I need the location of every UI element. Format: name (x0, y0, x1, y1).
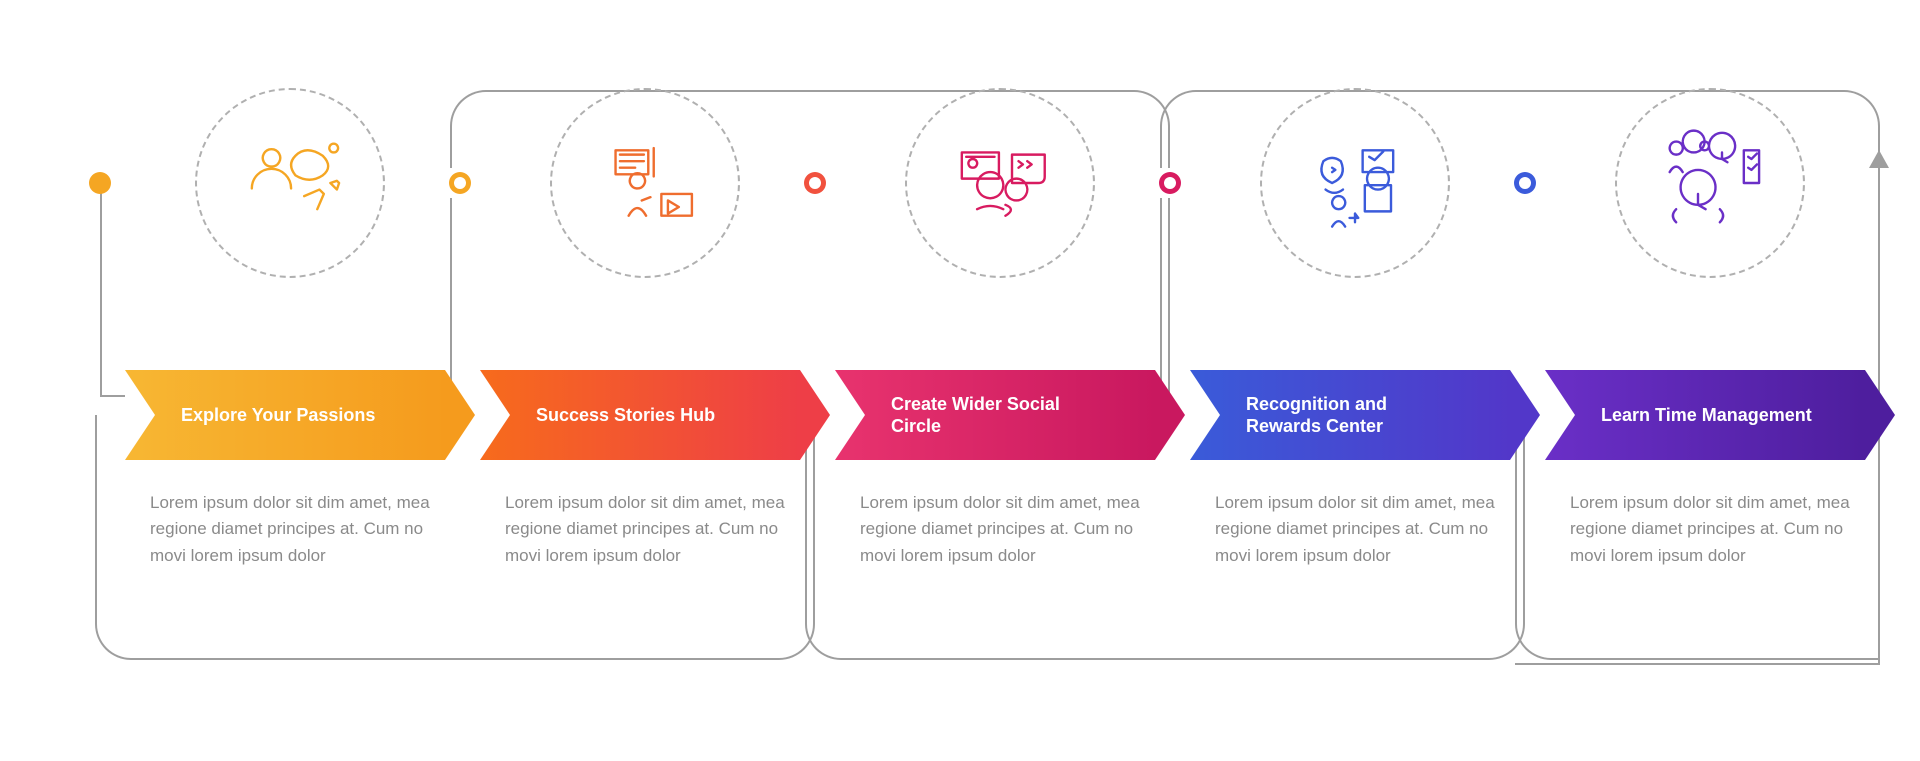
step-icon-1 (550, 88, 740, 278)
step-title-2: Create Wider Social Circle (891, 393, 1111, 438)
step-icon-4 (1615, 88, 1805, 278)
infographic-stage: Explore Your Passions Lorem ipsum dolor … (0, 0, 1920, 761)
step-arrow-4: Learn Time Management (1545, 370, 1865, 460)
step-title-3: Recognition and Rewards Center (1246, 393, 1466, 438)
step-dot-1 (449, 172, 471, 194)
step-dot-2 (804, 172, 826, 194)
connector-end-horizontal (1515, 663, 1880, 665)
time-icon (1650, 123, 1770, 243)
step-title-4: Learn Time Management (1601, 404, 1812, 427)
step-dot-3 (1159, 172, 1181, 194)
step-desc-1: Lorem ipsum dolor sit dim amet, mea regi… (505, 490, 805, 569)
step-arrow-3: Recognition and Rewards Center (1190, 370, 1510, 460)
step-title-0: Explore Your Passions (181, 404, 375, 427)
step-dot-4 (1514, 172, 1536, 194)
step-desc-4: Lorem ipsum dolor sit dim amet, mea regi… (1570, 490, 1870, 569)
step-icon-2 (905, 88, 1095, 278)
social-icon (940, 123, 1060, 243)
step-desc-3: Lorem ipsum dolor sit dim amet, mea regi… (1215, 490, 1515, 569)
step-arrow-1: Success Stories Hub (480, 370, 800, 460)
passion-icon (230, 123, 350, 243)
step-desc-2: Lorem ipsum dolor sit dim amet, mea regi… (860, 490, 1160, 569)
start-dot (89, 172, 111, 194)
step-icon-3 (1260, 88, 1450, 278)
step-arrow-2: Create Wider Social Circle (835, 370, 1155, 460)
connector-end-arrowhead (1869, 150, 1889, 168)
step-icon-0 (195, 88, 385, 278)
step-desc-0: Lorem ipsum dolor sit dim amet, mea regi… (150, 490, 450, 569)
step-arrow-0: Explore Your Passions (125, 370, 445, 460)
step-title-1: Success Stories Hub (536, 404, 715, 427)
blog-icon (585, 123, 705, 243)
connector-start-vertical (100, 183, 102, 395)
award-icon (1295, 123, 1415, 243)
